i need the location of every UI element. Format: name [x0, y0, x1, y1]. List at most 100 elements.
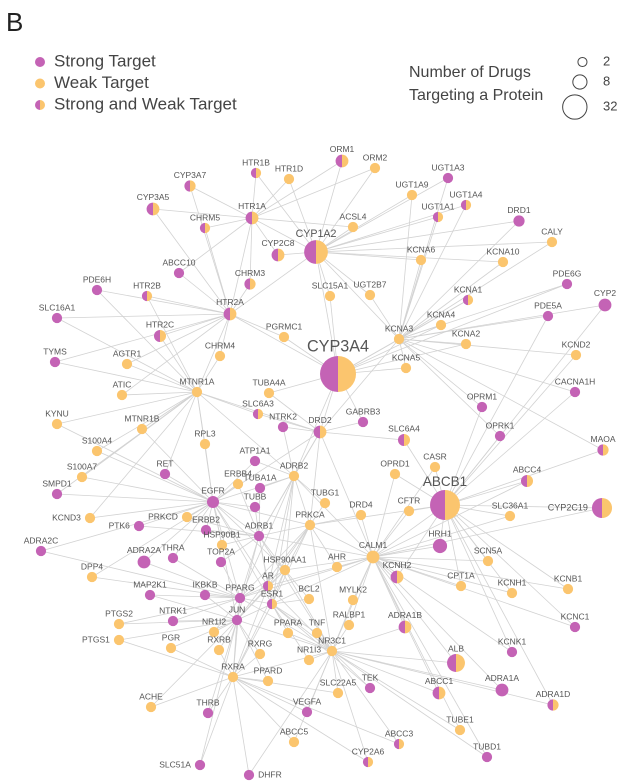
node: [481, 751, 493, 763]
legend-label: Strong and Weak Target: [54, 94, 237, 113]
node-strong-half: [199, 222, 205, 234]
node-strong-half: [320, 356, 338, 392]
edge: [196, 391, 295, 477]
node: [319, 497, 331, 509]
node: [254, 482, 266, 494]
edge: [398, 204, 467, 340]
edge: [232, 650, 333, 678]
node-label: ADRA2C: [24, 535, 58, 545]
node-weak-half: [205, 222, 211, 234]
edge: [239, 597, 273, 605]
node: [513, 215, 525, 227]
edge: [284, 524, 311, 571]
edge: [337, 283, 568, 375]
edge: [444, 315, 549, 506]
edge: [218, 619, 238, 651]
edge: [444, 504, 576, 628]
edge: [251, 167, 376, 219]
node-label: OPRM1: [467, 391, 498, 401]
edge: [271, 598, 310, 605]
edge: [331, 650, 440, 694]
node-weak-half: [316, 240, 328, 264]
node: [76, 471, 88, 483]
edge: [229, 251, 317, 315]
node-label: CYP2: [594, 288, 616, 298]
node-label: MTNR1B: [125, 413, 160, 423]
node: [389, 468, 401, 480]
edge: [293, 475, 374, 558]
node-strong-half: [250, 167, 256, 179]
edge: [141, 391, 198, 430]
node-label: CHRM3: [235, 268, 265, 278]
node-strong-half: [397, 433, 404, 447]
node-label: CASR: [423, 451, 447, 461]
edge: [267, 585, 333, 652]
node: [199, 589, 211, 601]
node-label: TEK: [362, 672, 379, 682]
edge: [232, 676, 339, 694]
edge: [444, 504, 554, 706]
node-strong-half: [313, 425, 320, 439]
node: [326, 645, 338, 657]
node-label: RXRG: [248, 638, 273, 648]
edge: [284, 569, 333, 652]
node-label: HTR2C: [146, 320, 174, 330]
node: [331, 561, 343, 573]
node: [249, 501, 261, 513]
node-label: NTRK2: [269, 411, 297, 421]
node: [460, 338, 472, 350]
size-legend-label: 2: [603, 53, 610, 68]
node: [278, 331, 290, 343]
edge: [315, 216, 439, 253]
edge: [205, 529, 260, 537]
edge: [239, 475, 295, 599]
edge: [220, 561, 241, 599]
node-label: PPARD: [254, 665, 283, 675]
node-label: DRD2: [308, 415, 331, 425]
edge: [372, 556, 489, 562]
node-strong-half: [304, 240, 316, 264]
node: [35, 545, 47, 557]
edge: [309, 514, 362, 526]
edge: [284, 556, 374, 571]
node-label: PPARG: [225, 582, 254, 592]
node: [506, 646, 518, 658]
node-label: TUBE1: [446, 714, 474, 724]
edge: [89, 501, 214, 519]
edge: [236, 585, 269, 621]
edge: [236, 535, 260, 621]
edge: [372, 556, 569, 590]
node: [86, 571, 98, 583]
edge: [258, 487, 261, 537]
node: [570, 349, 582, 361]
node-label: ALB: [448, 644, 464, 654]
node-label: DPP4: [81, 561, 103, 571]
edge: [232, 603, 273, 678]
node-label: HSP90B1: [203, 529, 241, 539]
node-label: JUN: [229, 604, 246, 614]
edge: [398, 194, 413, 340]
node: [194, 759, 206, 771]
edge: [331, 626, 406, 652]
node-strong-half: [432, 686, 439, 700]
node-label: KCND2: [562, 339, 591, 349]
node: [144, 589, 156, 601]
edge: [251, 172, 257, 219]
node-weak-half: [250, 278, 256, 290]
node: [301, 706, 313, 718]
edge: [315, 241, 553, 253]
edge: [372, 473, 396, 558]
edge: [199, 619, 238, 766]
edge: [118, 619, 238, 641]
edge: [267, 475, 295, 587]
node-label: KCNA5: [392, 352, 421, 362]
node: [497, 256, 509, 268]
node-label: ABCC10: [162, 257, 195, 267]
edge: [258, 535, 374, 558]
node-label: OPRK1: [486, 420, 515, 430]
node-label: ADRA1B: [388, 610, 422, 620]
node-label: UGT1A3: [431, 162, 464, 172]
edge: [331, 650, 461, 731]
edge: [254, 460, 295, 477]
